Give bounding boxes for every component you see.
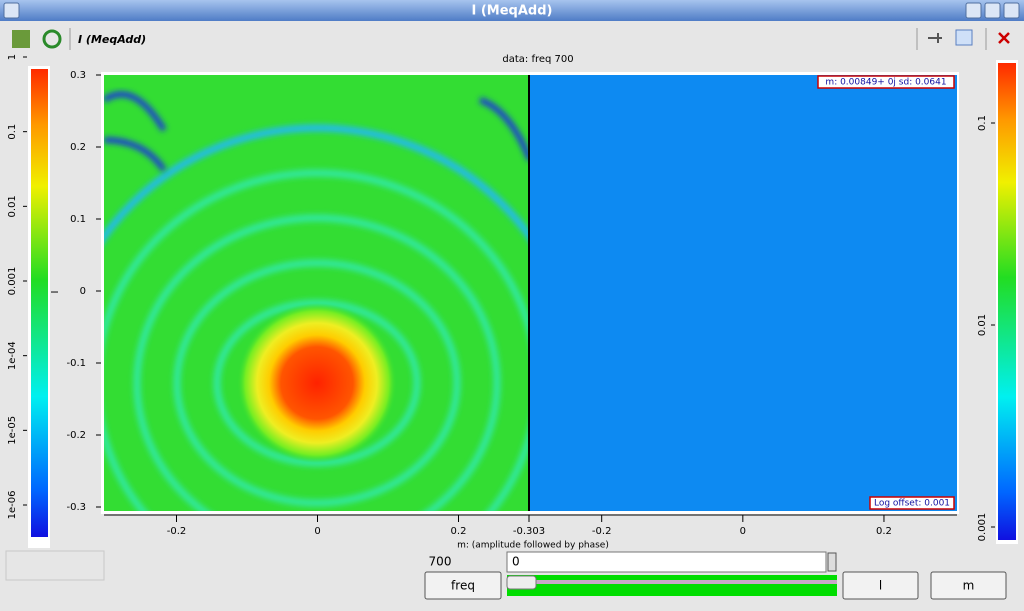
x-tick-label: -0.2	[592, 526, 612, 537]
spin-button[interactable]	[827, 552, 837, 572]
annotation-box	[817, 75, 955, 89]
colorbar-tick-label: 1	[7, 54, 18, 60]
right-colorbar	[998, 63, 1016, 540]
y-tick-label: 0	[80, 286, 86, 297]
y-tick-label: 0.1	[70, 214, 86, 225]
colorbar-tick-label: 0.1	[977, 115, 988, 131]
x-tick-label: 0.2	[451, 526, 467, 537]
toolbar-icon[interactable]	[12, 30, 30, 48]
colorbar-label: I	[50, 291, 61, 294]
status-box	[5, 550, 105, 581]
colorbar-tick-label: 1e-04	[7, 341, 18, 370]
ripple	[104, 124, 529, 244]
input-text: 0	[512, 555, 520, 569]
y-tick-label: -0.2	[66, 430, 86, 441]
menu-button[interactable]	[3, 2, 20, 19]
left-colorbar	[31, 69, 48, 537]
minimize-button[interactable]	[965, 2, 982, 19]
x-tick-label: 0.2	[876, 526, 892, 537]
heatmap-peak	[237, 303, 397, 463]
colorbar-tick-label: 0.1	[7, 124, 18, 140]
colorbar-tick-label: 0.01	[977, 314, 988, 336]
window-icon[interactable]	[955, 29, 973, 46]
x-axis-label: m: (amplitude followed by phase)	[457, 541, 609, 551]
x-tick-label: 0	[740, 526, 746, 537]
freq-value: 700	[429, 555, 452, 569]
colorbar-tick-label: 0.001	[977, 513, 988, 542]
annotation: Log offset: 0.001	[874, 499, 950, 509]
button-label: freq	[451, 579, 475, 593]
x-tick-label: -0.303	[513, 526, 545, 537]
y-tick-label: -0.1	[66, 358, 86, 369]
close-window-button[interactable]	[1003, 2, 1020, 19]
slider-groove	[507, 580, 837, 584]
heatmap	[104, 75, 529, 511]
phase-panel	[529, 75, 957, 511]
title-bar	[0, 0, 1024, 21]
x-tick-label: -0.2	[167, 526, 187, 537]
button[interactable]	[930, 571, 1007, 600]
ripple	[173, 259, 461, 507]
y-tick-label: 0.2	[70, 142, 86, 153]
slider-track[interactable]	[507, 575, 837, 596]
ripple	[133, 214, 501, 511]
button-label: m	[963, 579, 975, 593]
button-label: l	[879, 579, 882, 593]
y-tick-label: 0.3	[70, 70, 86, 81]
value-input[interactable]	[506, 551, 827, 573]
colorbar-tick-label: 0.01	[7, 195, 18, 217]
colorbar-tick-label: 1e-05	[7, 416, 18, 445]
ripple	[104, 91, 529, 172]
x-tick-label: 0	[314, 526, 320, 537]
maximize-button[interactable]	[984, 2, 1001, 19]
annotation: m: 0.00849+ 0j sd: 0.0641	[825, 78, 946, 88]
plot-title: data: freq 700	[502, 54, 573, 65]
pin-icon[interactable]	[928, 33, 942, 43]
window-title: I (MeqAdd)	[472, 4, 553, 19]
ripple	[104, 169, 529, 511]
slider-handle[interactable]	[506, 575, 537, 590]
colorbar-tick-label: 0.001	[7, 267, 18, 296]
button[interactable]	[424, 571, 502, 600]
colorbar-tick-label: 1e-06	[7, 491, 18, 520]
button[interactable]	[842, 571, 919, 600]
annotation-box	[869, 496, 955, 510]
toolbar-label: I (MeqAdd)	[78, 33, 146, 46]
y-tick-label: -0.3	[66, 502, 86, 513]
close-icon[interactable]	[998, 32, 1010, 44]
refresh-icon[interactable]	[42, 29, 62, 49]
